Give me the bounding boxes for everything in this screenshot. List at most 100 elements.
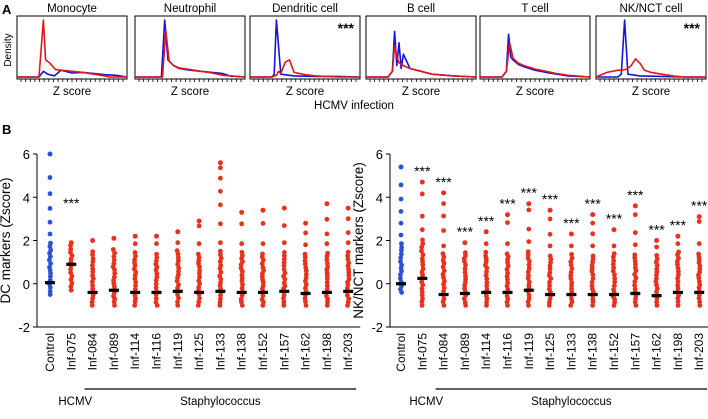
data-point (697, 299, 703, 305)
data-point-max (590, 212, 596, 218)
data-point (398, 182, 404, 188)
data-point (218, 269, 224, 275)
scatter-ylabel: DC markers (Zscore) (0, 177, 13, 303)
category-label: Inf-075 (415, 333, 429, 371)
data-point (133, 279, 139, 285)
data-point (675, 283, 681, 288)
data-point (419, 292, 425, 298)
data-point (260, 283, 266, 289)
density-panel-frame (365, 15, 477, 80)
data-point (419, 227, 425, 233)
significance-mark: *** (521, 185, 538, 201)
data-point (239, 285, 245, 291)
category-label: Inf-089 (458, 333, 472, 371)
data-point (153, 285, 159, 290)
category-label: Inf-116 (501, 333, 515, 370)
data-point (154, 274, 160, 280)
data-point (195, 303, 201, 308)
data-point (47, 191, 53, 197)
data-point (47, 264, 52, 270)
data-point (420, 252, 426, 258)
data-point (132, 250, 138, 255)
data-point (547, 216, 553, 222)
data-point (441, 268, 447, 274)
scatter-y-tick-label: 0 (376, 277, 383, 292)
data-point (174, 248, 180, 254)
significance-mark: *** (542, 191, 559, 207)
median-bar (87, 290, 98, 294)
data-point (590, 296, 596, 302)
data-point (632, 279, 638, 285)
significance-mark: *** (63, 195, 80, 211)
density-series-infected (135, 29, 246, 78)
category-label: Inf-133 (213, 333, 227, 371)
data-point (569, 252, 574, 257)
category-label: Control (394, 333, 408, 372)
significance-mark: *** (499, 196, 516, 212)
data-point (47, 289, 53, 294)
scatter-y-tick-label: 2 (23, 234, 30, 249)
data-point (483, 273, 489, 278)
data-point-max (239, 209, 245, 215)
significance-mark: *** (684, 20, 701, 36)
data-point (176, 265, 182, 271)
data-point (154, 241, 159, 247)
data-point-max (175, 229, 181, 235)
data-point (632, 283, 637, 288)
data-point (696, 251, 701, 257)
data-point (196, 278, 202, 284)
data-point (302, 258, 308, 264)
significance-mark: *** (338, 20, 355, 36)
category-label: Inf-075 (64, 333, 78, 371)
data-point (547, 286, 552, 292)
data-point (462, 266, 468, 272)
category-label: Inf-125 (192, 333, 206, 371)
density-panel-title: Neutrophil (164, 3, 216, 15)
data-point (504, 251, 510, 257)
data-point (112, 250, 117, 256)
data-point (612, 279, 618, 285)
median-bar (630, 291, 641, 296)
data-point (526, 262, 532, 268)
data-point (399, 241, 404, 247)
category-label: Inf-162 (650, 333, 664, 371)
panel-b-label: B (2, 122, 11, 137)
scatter-y-tick-label: 0 (23, 277, 30, 292)
data-point-max (217, 160, 223, 166)
data-point (697, 303, 703, 308)
data-point (259, 297, 265, 302)
data-point (90, 266, 96, 272)
data-point (303, 275, 309, 281)
data-point (484, 269, 489, 275)
data-point (218, 165, 223, 171)
data-point (197, 274, 202, 280)
data-point (260, 265, 266, 270)
data-point-max (132, 233, 138, 239)
data-point (547, 279, 552, 285)
category-label: Inf-138 (586, 333, 600, 371)
data-point (419, 191, 425, 197)
median-bar (321, 290, 332, 294)
category-label: Control (43, 333, 57, 372)
data-point (675, 303, 681, 308)
data-point (345, 230, 351, 236)
significance-mark: *** (478, 213, 495, 229)
data-point (419, 303, 425, 308)
density-xlabel: Z score (402, 86, 440, 98)
data-point (526, 207, 532, 213)
category-label: Inf-116 (150, 333, 164, 370)
data-point (196, 285, 202, 290)
data-point (132, 241, 138, 247)
data-point (526, 226, 532, 232)
data-point (419, 213, 425, 219)
median-bar (587, 292, 598, 297)
panel-a-caption: HCMV infection (314, 100, 394, 112)
category-label: Inf-198 (320, 333, 334, 371)
data-point (175, 255, 181, 260)
data-point-max (281, 205, 287, 211)
category-label: Inf-133 (564, 333, 578, 371)
data-point (419, 286, 425, 292)
group-label-staph: Staphylococcus (180, 396, 261, 408)
data-point (569, 266, 575, 271)
data-point (218, 221, 223, 227)
